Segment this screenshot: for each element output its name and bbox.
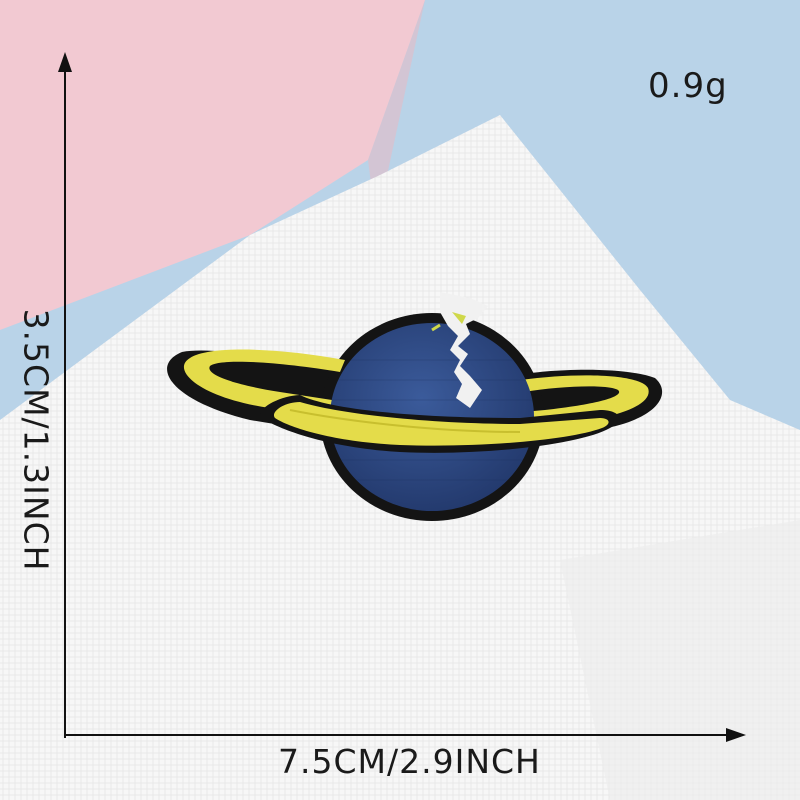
planet-highlight [440, 292, 488, 408]
width-label: 7.5CM/2.9INCH [278, 742, 541, 781]
width-dimension-arrow [65, 728, 746, 742]
weight-label: 0.9g [648, 66, 728, 106]
pink-background [0, 0, 425, 330]
planet-patch [167, 292, 663, 521]
pink-background-shadow [368, 0, 425, 215]
height-label: 3.5CM/1.3INCH [16, 308, 56, 572]
fabric-fold-shadow [560, 520, 800, 800]
height-dimension-arrow [58, 52, 72, 738]
